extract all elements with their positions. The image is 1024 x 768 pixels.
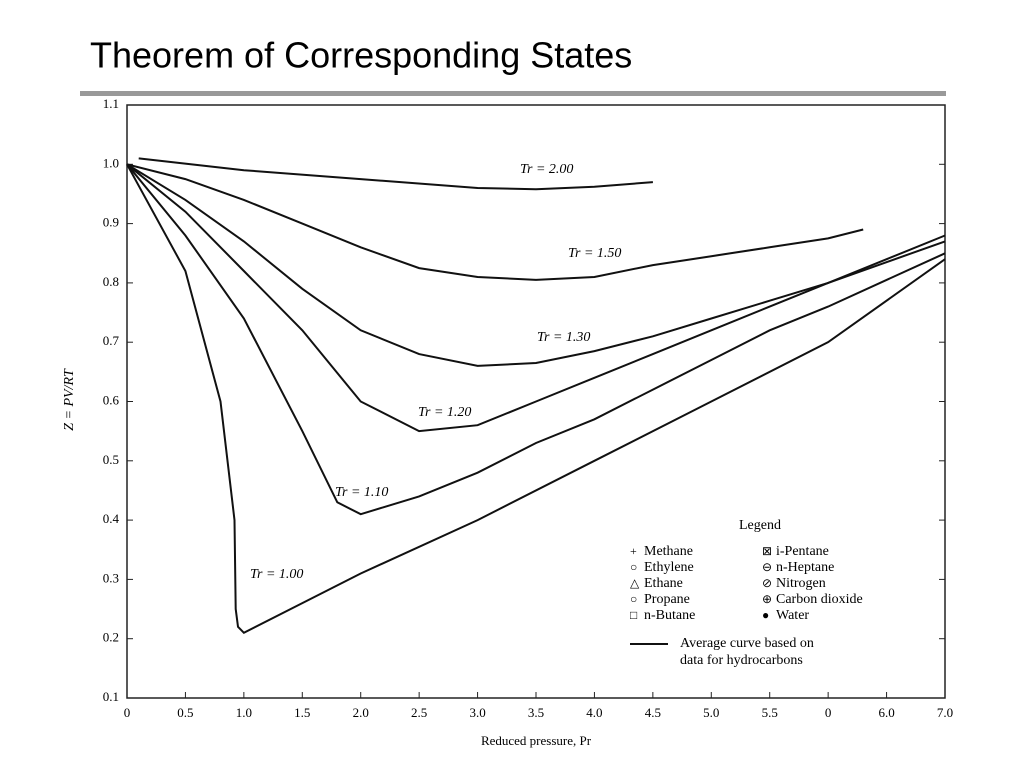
legend-marker: ○ xyxy=(630,560,637,574)
legend-label: Nitrogen xyxy=(776,576,826,591)
curve-label: Tr = 1.00 xyxy=(250,567,303,582)
y-tick-label: 0.3 xyxy=(103,570,119,585)
legend-marker: ⊕ xyxy=(762,592,772,606)
x-tick-label: 5.0 xyxy=(703,705,719,720)
legend-marker: ○ xyxy=(630,592,637,606)
y-tick-label: 0.7 xyxy=(103,333,120,348)
y-tick-label: 0.8 xyxy=(103,274,119,289)
legend-box xyxy=(620,512,940,682)
x-tick-label: 2.5 xyxy=(411,705,427,720)
legend-marker: ⊘ xyxy=(762,576,772,590)
x-tick-label: 4.5 xyxy=(645,705,661,720)
legend-label: Water xyxy=(776,608,809,623)
x-tick-label: 5.5 xyxy=(762,705,778,720)
y-tick-label: 0.1 xyxy=(103,689,119,704)
y-tick-label: 0.6 xyxy=(103,392,120,407)
legend-label: data for hydrocarbons xyxy=(680,653,803,668)
curve-label: Tr = 2.00 xyxy=(520,162,573,177)
legend-label: n-Heptane xyxy=(776,560,834,575)
legend-title: Legend xyxy=(739,518,781,533)
curve xyxy=(126,163,946,635)
legend-marker: ⊠ xyxy=(762,544,772,558)
curve xyxy=(126,163,946,516)
legend-marker: △ xyxy=(630,576,640,590)
curve xyxy=(126,163,946,433)
x-tick-label: 0.5 xyxy=(177,705,193,720)
slide-title: Theorem of Corresponding States xyxy=(90,35,632,76)
curve xyxy=(126,163,946,367)
x-tick-label: 1.5 xyxy=(294,705,310,720)
x-axis-label: Reduced pressure, Pr xyxy=(481,733,592,748)
legend-label: Carbon dioxide xyxy=(776,592,863,607)
legend-label: Average curve based on xyxy=(680,636,814,651)
x-tick-label: 1.0 xyxy=(236,705,252,720)
title-rule xyxy=(80,91,946,96)
legend-label: i-Pentane xyxy=(776,544,829,559)
x-tick-label: 7.0 xyxy=(937,705,953,720)
curve-label: Tr = 1.20 xyxy=(418,405,471,420)
x-tick-label: 0 xyxy=(124,705,131,720)
legend-marker: □ xyxy=(630,608,637,622)
y-tick-label: 1.0 xyxy=(103,155,119,170)
y-tick-label: 0.9 xyxy=(103,215,119,230)
legend-label: Ethane xyxy=(644,576,683,591)
curve-label: Tr = 1.30 xyxy=(537,330,590,345)
x-tick-label: 3.0 xyxy=(469,705,485,720)
legend-marker: + xyxy=(630,544,637,558)
x-tick-label: 6.0 xyxy=(878,705,894,720)
y-tick-label: 0.2 xyxy=(103,630,119,645)
legend-label: Ethylene xyxy=(644,560,694,575)
y-tick-label: 1.1 xyxy=(103,96,119,111)
x-tick-label: 0 xyxy=(825,705,832,720)
legend-marker: ● xyxy=(762,608,769,622)
legend-label: Propane xyxy=(644,592,690,607)
curve xyxy=(126,163,864,281)
legend-marker: ⊖ xyxy=(762,560,772,574)
y-tick-label: 0.5 xyxy=(103,452,119,467)
y-tick-label: 0.4 xyxy=(103,511,120,526)
legend-label: n-Butane xyxy=(644,608,695,623)
curve-label: Tr = 1.50 xyxy=(568,246,621,261)
x-tick-label: 2.0 xyxy=(353,705,369,720)
x-tick-label: 4.0 xyxy=(586,705,602,720)
curve xyxy=(138,157,653,191)
x-tick-label: 3.5 xyxy=(528,705,544,720)
curve-label: Tr = 1.10 xyxy=(335,485,388,500)
legend-label: Methane xyxy=(644,544,693,559)
y-axis-label: Z = PV/RT xyxy=(62,368,77,431)
